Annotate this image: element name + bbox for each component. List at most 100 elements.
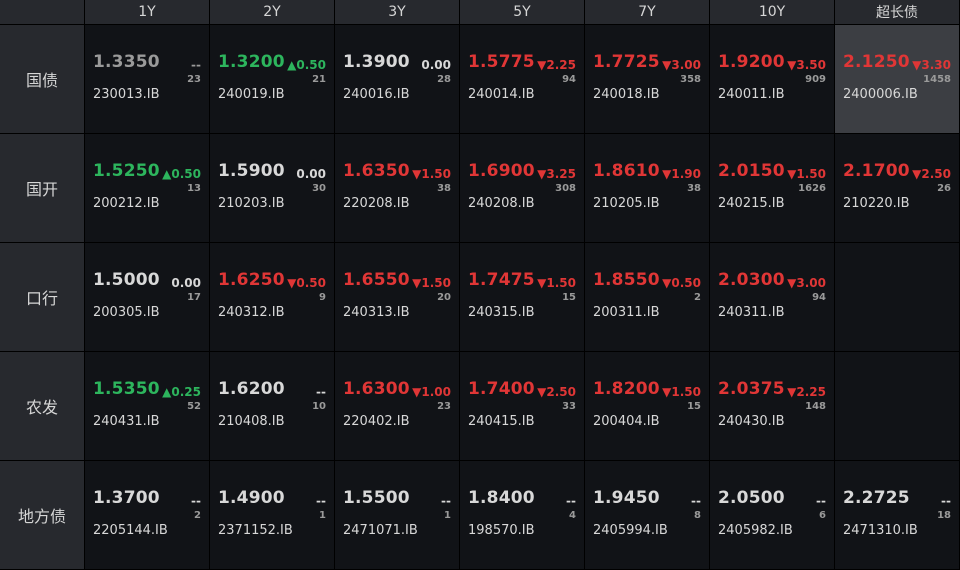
quote-cell[interactable]: 1.6250 ▼0.50 9 240312.IB (210, 243, 334, 351)
col-header-10y[interactable]: 10Y (710, 0, 834, 24)
row-header[interactable]: 口行 (0, 243, 84, 351)
yield-value: 1.9450 (593, 488, 660, 508)
col-header-7y[interactable]: 7Y (585, 0, 709, 24)
yield-value: 1.3200 (218, 52, 285, 72)
quote-cell[interactable]: 1.6300 ▼1.00 23 220402.IB (335, 352, 459, 460)
quote-cell[interactable]: 1.7475 ▼1.50 15 240315.IB (460, 243, 584, 351)
quote-cell[interactable]: 2.0375 ▼2.25 148 240430.IB (710, 352, 834, 460)
change-value: ▼1.50 (662, 385, 701, 399)
volume-count: 13 (187, 183, 201, 194)
row-header[interactable]: 农发 (0, 352, 84, 460)
bond-code: 210203.IB (218, 196, 285, 211)
quote-cell[interactable]: 1.3200 ▲0.50 21 240019.IB (210, 25, 334, 133)
yield-value: 1.5900 (218, 161, 285, 181)
quote-cell[interactable]: 1.5250 ▲0.50 13 200212.IB (85, 134, 209, 242)
volume-count: 909 (805, 74, 826, 85)
bond-code: 240415.IB (468, 414, 535, 429)
bond-code: 200311.IB (593, 305, 660, 320)
quote-cell[interactable]: 1.6550 ▼1.50 20 240313.IB (335, 243, 459, 351)
yield-value: 1.6250 (218, 270, 285, 290)
quote-cell[interactable]: 1.9200 ▼3.50 909 240011.IB (710, 25, 834, 133)
yield-value: 1.3900 (343, 52, 410, 72)
bond-code: 2371152.IB (218, 523, 293, 538)
bond-code: 240215.IB (718, 196, 785, 211)
bond-code: 240019.IB (218, 87, 285, 102)
volume-count: 38 (687, 183, 701, 194)
quote-cell[interactable]: 2.0300 ▼3.00 94 240311.IB (710, 243, 834, 351)
quote-cell[interactable]: 2.0150 ▼1.50 1626 240215.IB (710, 134, 834, 242)
quote-cell[interactable]: 1.8550 ▼0.50 2 200311.IB (585, 243, 709, 351)
yield-value: 1.5500 (343, 488, 410, 508)
yield-value: 1.8610 (593, 161, 660, 181)
quote-cell[interactable]: 1.5000 0.00 17 200305.IB (85, 243, 209, 351)
change-value: -- (566, 494, 576, 508)
col-header-ultra-long[interactable]: 超长债 (835, 0, 959, 24)
quote-cell[interactable]: 1.5500 -- 1 2471071.IB (335, 461, 459, 569)
quote-cell[interactable]: 2.2725 -- 18 2471310.IB (835, 461, 959, 569)
change-value: ▼1.50 (537, 276, 576, 290)
bond-code: 2405982.IB (718, 523, 793, 538)
yield-value: 2.2725 (843, 488, 910, 508)
change-value: 0.00 (421, 58, 451, 72)
row-header[interactable]: 地方债 (0, 461, 84, 569)
volume-count: 20 (437, 292, 451, 303)
yield-value: 1.5000 (93, 270, 160, 290)
volume-count: 10 (312, 401, 326, 412)
quote-cell[interactable]: 1.4900 -- 1 2371152.IB (210, 461, 334, 569)
bond-code: 2405994.IB (593, 523, 668, 538)
yield-value: 1.3350 (93, 52, 160, 72)
bond-code: 240016.IB (343, 87, 410, 102)
quote-cell[interactable]: 1.6350 ▼1.50 38 220208.IB (335, 134, 459, 242)
bond-code: 240431.IB (93, 414, 160, 429)
change-value: -- (691, 494, 701, 508)
change-value: -- (316, 385, 326, 399)
change-value: ▼0.50 (287, 276, 326, 290)
volume-count: 6 (819, 510, 826, 521)
yield-value: 1.6200 (218, 379, 285, 399)
yield-value: 1.4900 (218, 488, 285, 508)
quote-cell[interactable]: 1.3350 -- 23 230013.IB (85, 25, 209, 133)
quote-cell[interactable]: 1.6900 ▼3.25 308 240208.IB (460, 134, 584, 242)
yield-value: 1.6550 (343, 270, 410, 290)
empty-quote-cell (835, 352, 959, 460)
yield-value: 2.1700 (843, 161, 910, 181)
quote-cell[interactable]: 1.3900 0.00 28 240016.IB (335, 25, 459, 133)
volume-count: 9 (319, 292, 326, 303)
volume-count: 4 (569, 510, 576, 521)
bond-code: 2471310.IB (843, 523, 918, 538)
quote-cell[interactable]: 1.5350 ▲0.25 52 240431.IB (85, 352, 209, 460)
quote-cell[interactable]: 1.9450 -- 8 2405994.IB (585, 461, 709, 569)
change-value: ▼1.50 (412, 167, 451, 181)
col-header-5y[interactable]: 5Y (460, 0, 584, 24)
quote-cell[interactable]: 1.7725 ▼3.00 358 240018.IB (585, 25, 709, 133)
quote-cell[interactable]: 2.1700 ▼2.50 26 210220.IB (835, 134, 959, 242)
quote-cell[interactable]: 1.7400 ▼2.50 33 240415.IB (460, 352, 584, 460)
quote-cell[interactable]: 1.5775 ▼2.25 94 240014.IB (460, 25, 584, 133)
volume-count: 18 (937, 510, 951, 521)
col-header-3y[interactable]: 3Y (335, 0, 459, 24)
col-header-2y[interactable]: 2Y (210, 0, 334, 24)
change-value: -- (816, 494, 826, 508)
quote-cell[interactable]: 1.3700 -- 2 2205144.IB (85, 461, 209, 569)
quote-cell[interactable]: 1.5900 0.00 30 210203.IB (210, 134, 334, 242)
col-header-1y[interactable]: 1Y (85, 0, 209, 24)
yield-value: 1.8400 (468, 488, 535, 508)
row-header[interactable]: 国债 (0, 25, 84, 133)
quote-cell[interactable]: 2.1250 ▼3.30 1458 2400006.IB (835, 25, 959, 133)
quote-cell[interactable]: 1.6200 -- 10 210408.IB (210, 352, 334, 460)
quote-cell[interactable]: 1.8610 ▼1.90 38 210205.IB (585, 134, 709, 242)
row-header[interactable]: 国开 (0, 134, 84, 242)
bond-code: 210205.IB (593, 196, 660, 211)
change-value: -- (191, 58, 201, 72)
change-value: ▼0.50 (662, 276, 701, 290)
quote-cell[interactable]: 1.8400 -- 4 198570.IB (460, 461, 584, 569)
change-value: -- (941, 494, 951, 508)
yield-value: 1.5775 (468, 52, 535, 72)
yield-value: 2.0300 (718, 270, 785, 290)
quote-cell[interactable]: 1.8200 ▼1.50 15 200404.IB (585, 352, 709, 460)
yield-value: 1.8550 (593, 270, 660, 290)
volume-count: 17 (187, 292, 201, 303)
quote-cell[interactable]: 2.0500 -- 6 2405982.IB (710, 461, 834, 569)
change-value: 0.00 (296, 167, 326, 181)
